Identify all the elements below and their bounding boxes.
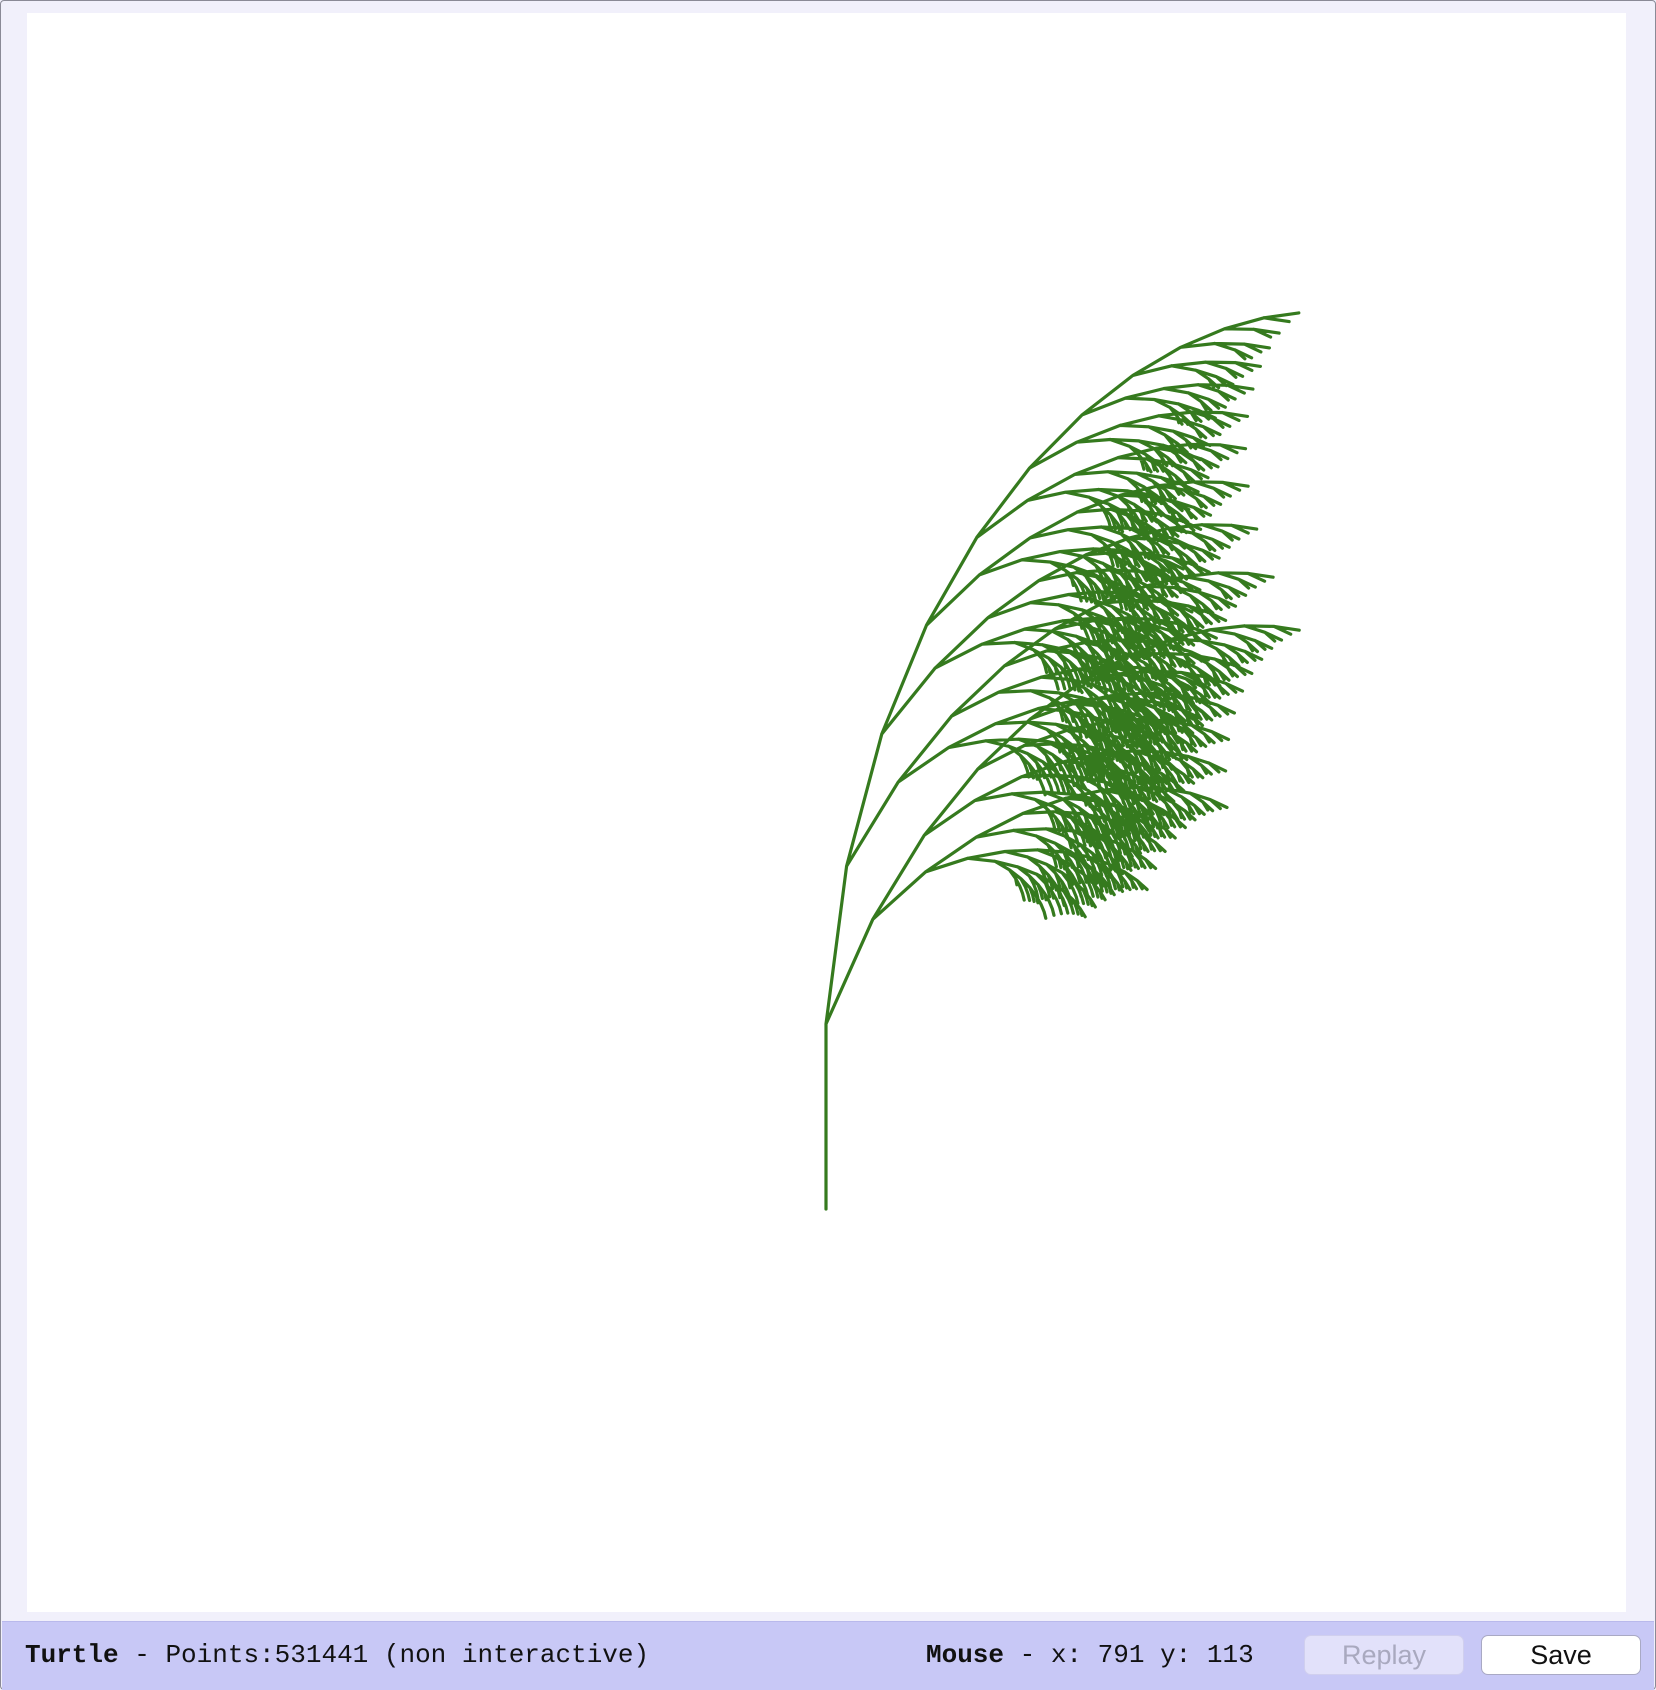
mouse-y-value: 113 — [1206, 1640, 1254, 1670]
mouse-label: Mouse — [926, 1640, 1005, 1670]
tree-branches — [824, 311, 1301, 1211]
mouse-y-label: y: — [1160, 1640, 1192, 1670]
status-info: Turtle - Points:531441 (non interactive) — [25, 1640, 649, 1670]
mouse-separator: - — [1004, 1640, 1051, 1670]
status-separator: - — [118, 1640, 166, 1670]
status-bar: Turtle - Points:531441 (non interactive)… — [2, 1621, 1654, 1690]
save-button[interactable]: Save — [1481, 1635, 1641, 1675]
app-name: Turtle — [25, 1640, 119, 1670]
mouse-readout: Mouse - x: 791 y: 113 — [926, 1640, 1254, 1670]
fractal-tree-drawing — [824, 311, 1301, 1211]
mouse-x-value: 791 — [1097, 1640, 1145, 1670]
mouse-x-label: x: — [1050, 1640, 1083, 1670]
replay-button[interactable]: Replay — [1304, 1635, 1464, 1675]
points-count: Points:531441 (non interactive) — [165, 1640, 650, 1670]
drawing-canvas[interactable] — [27, 13, 1626, 1612]
